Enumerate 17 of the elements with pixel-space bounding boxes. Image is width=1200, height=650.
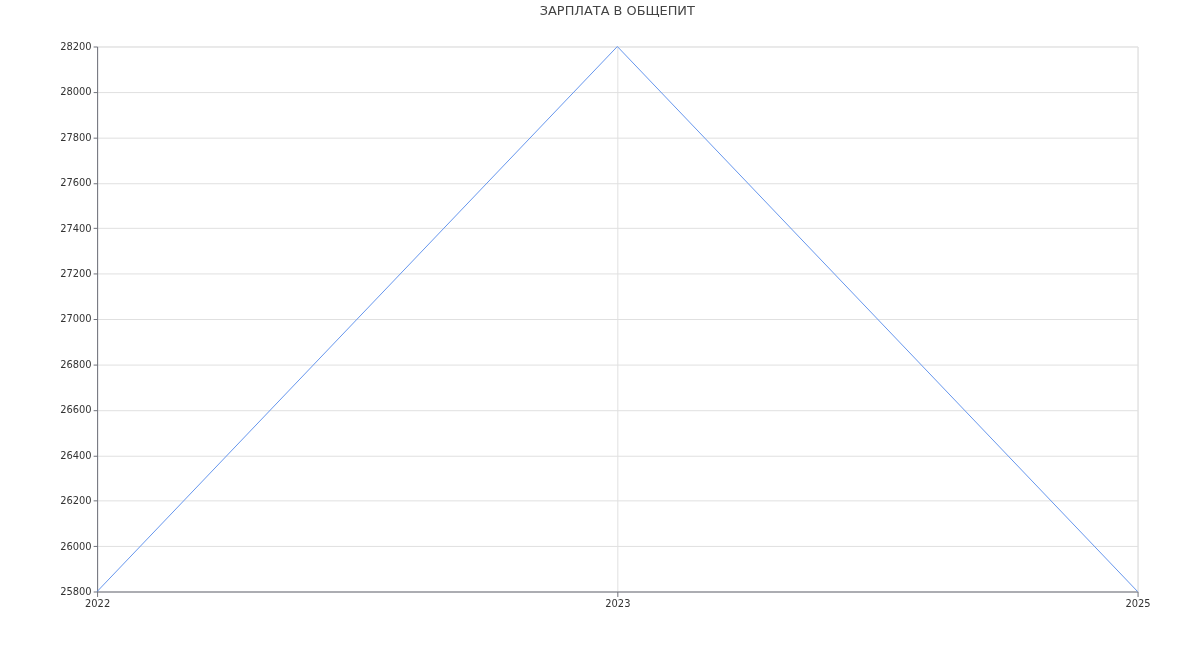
y-tick-label: 27400: [60, 222, 92, 234]
x-tick-label: 2025: [1125, 597, 1151, 609]
y-tick-label: 27000: [60, 313, 92, 325]
y-tick-label: 26600: [60, 404, 92, 416]
x-tick-label: 2023: [605, 597, 631, 609]
y-tick-label: 26200: [60, 495, 92, 507]
y-tick-label: 26800: [60, 358, 92, 370]
y-tick-label: 27800: [60, 131, 92, 143]
y-tick-label: 28000: [60, 86, 92, 98]
y-tick-label: 27600: [60, 177, 92, 189]
y-tick-label: 27200: [60, 268, 92, 280]
y-tick-label: 28200: [60, 40, 92, 52]
y-tick-label: 26400: [60, 449, 92, 461]
y-tick-label: 25800: [60, 585, 92, 597]
chart-title: ЗАРПЛАТА В ОБЩЕПИТ: [539, 2, 695, 18]
x-tick-label: 2022: [85, 597, 111, 609]
y-tick-label: 26000: [60, 540, 92, 552]
